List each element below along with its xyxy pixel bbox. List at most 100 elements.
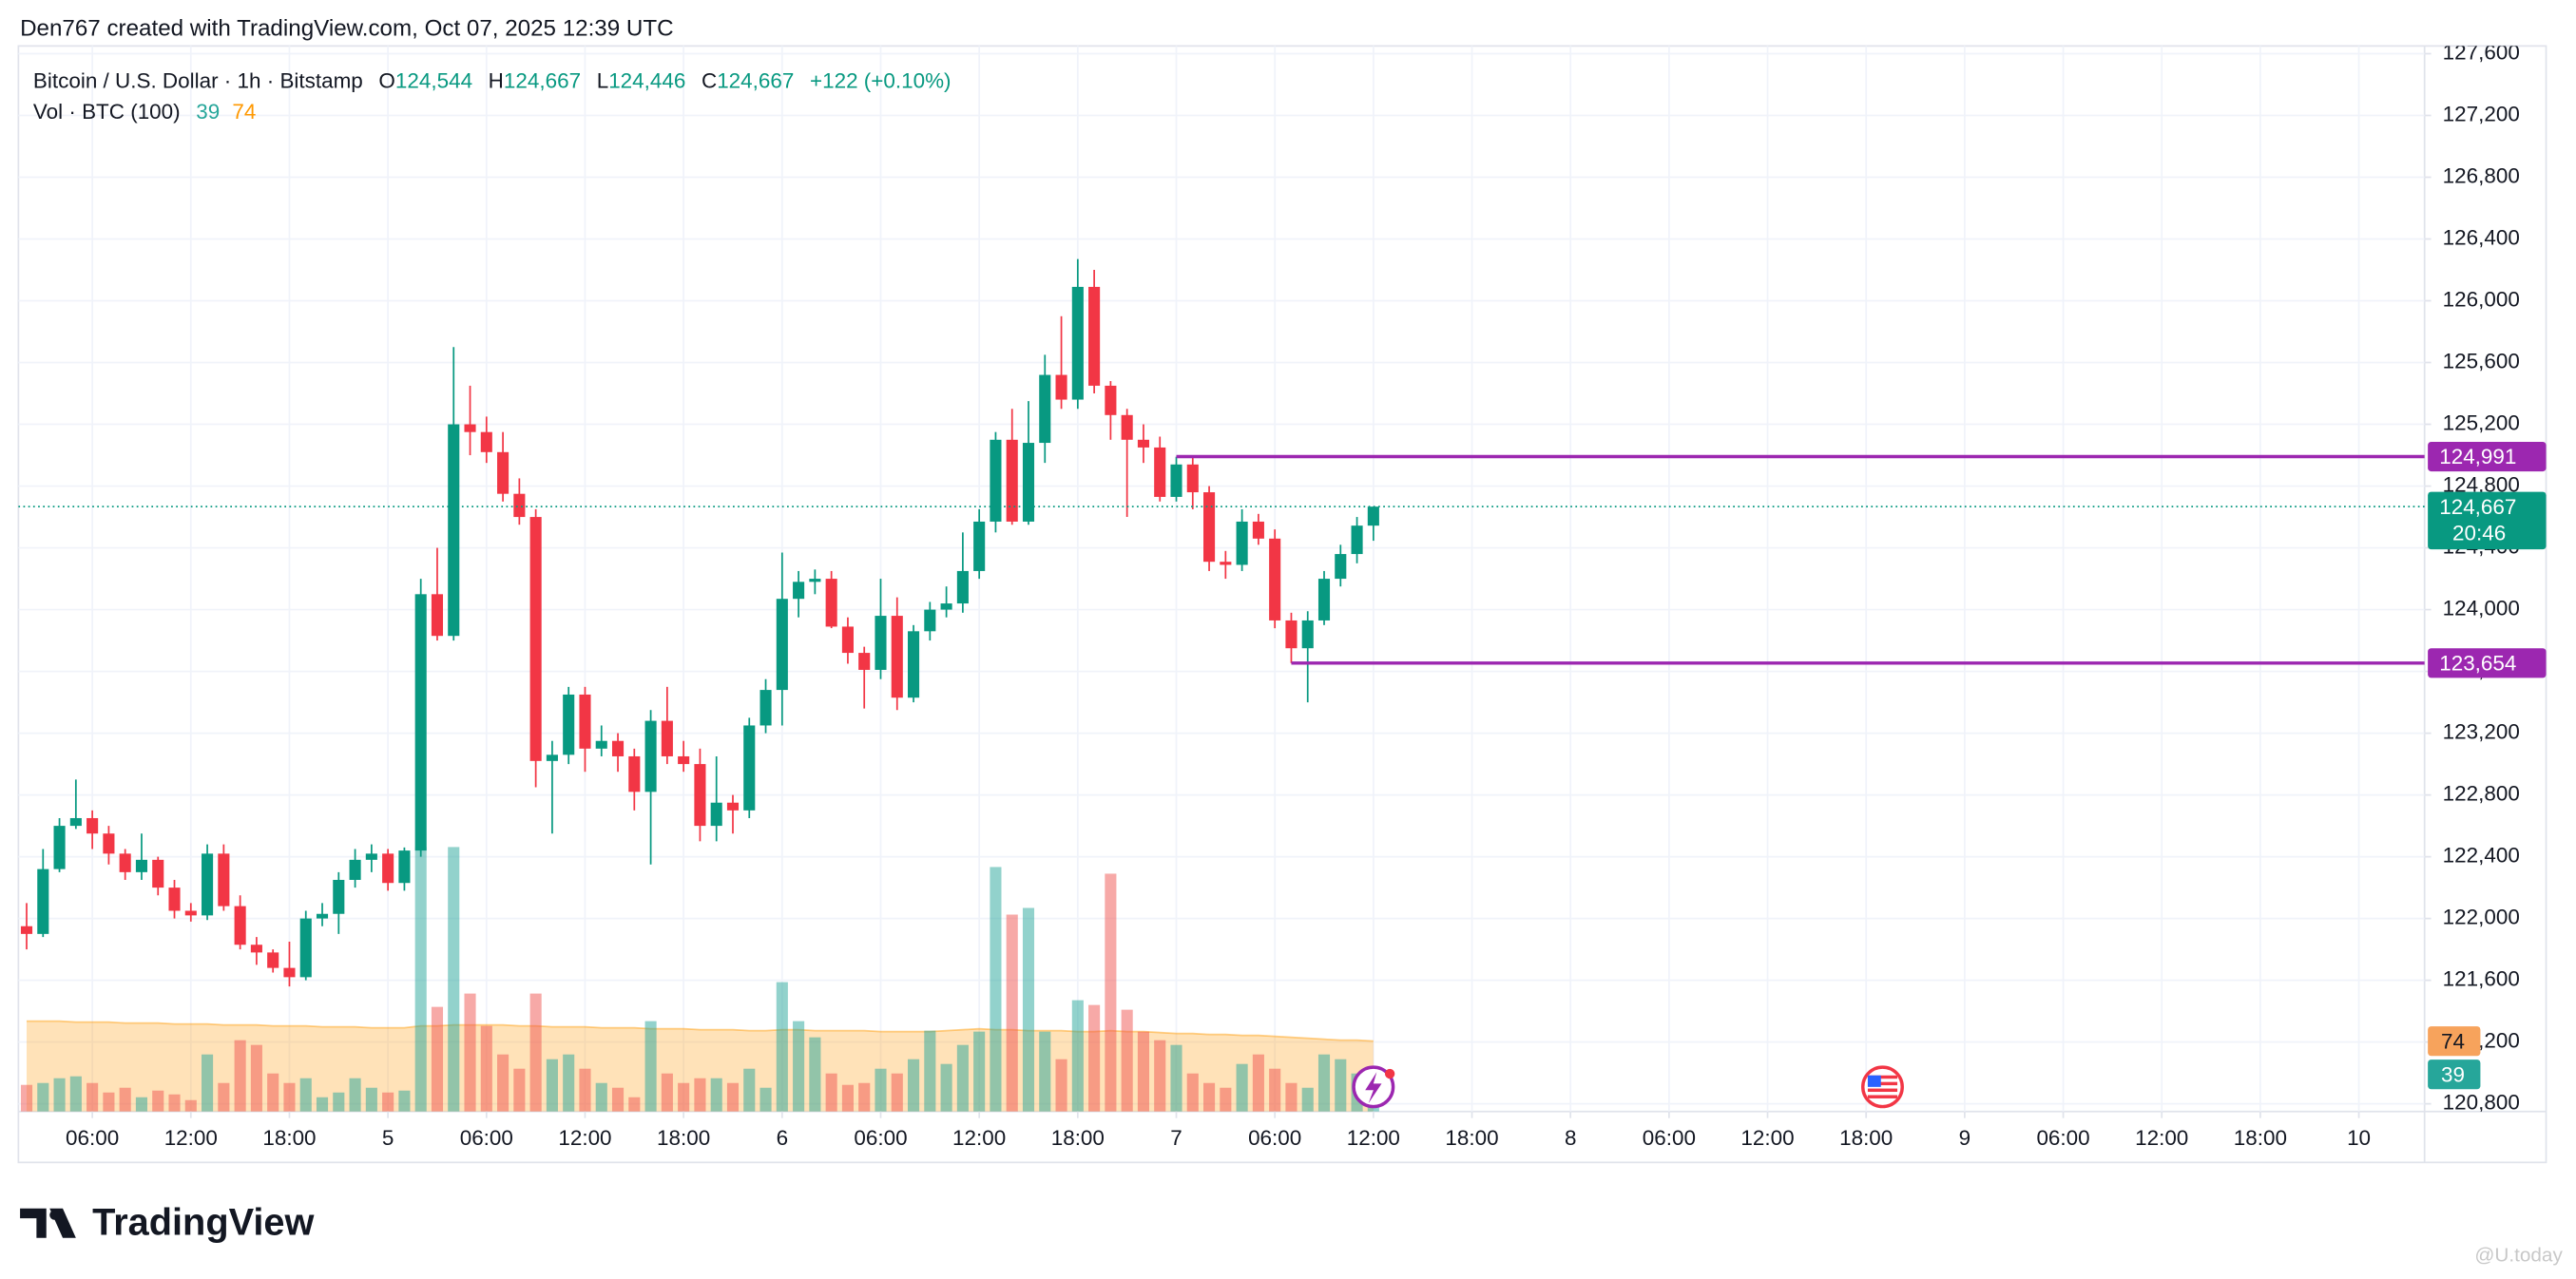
high-value: 124,667 — [504, 68, 581, 92]
volume-label: Vol · BTC (100) — [33, 100, 181, 124]
candle-body — [1285, 620, 1298, 649]
x-tick-label: 12:00 — [164, 1126, 218, 1150]
volume-bar — [414, 847, 427, 1112]
candle-body — [1071, 286, 1084, 400]
x-tick-label: 06:00 — [1643, 1126, 1696, 1150]
volume-bar — [1220, 1087, 1232, 1112]
volume-bar — [1203, 1082, 1216, 1112]
candle-body — [694, 764, 706, 827]
candle-body — [382, 853, 394, 884]
volume-bar — [776, 982, 788, 1112]
volume-bar — [908, 1059, 920, 1112]
candle-body — [202, 853, 214, 916]
candle-body — [414, 594, 427, 851]
y-tick-label: 122,000 — [2443, 906, 2520, 929]
x-tick-label: 12:00 — [1740, 1126, 1794, 1150]
volume-bar — [973, 1031, 986, 1112]
volume-tag — [2428, 1059, 2481, 1090]
x-tick-label: 18:00 — [1051, 1126, 1105, 1150]
candle-body — [908, 631, 920, 698]
candle-body — [1203, 492, 1216, 563]
volume-bar — [1301, 1087, 1314, 1112]
volume-layer — [20, 847, 1379, 1112]
candle-body — [37, 869, 49, 934]
volume-bar — [299, 1078, 312, 1112]
volume-bar — [103, 1092, 115, 1112]
volume-bar — [759, 1087, 772, 1112]
volume-bar — [1269, 1068, 1281, 1112]
volume-bar — [1039, 1031, 1051, 1112]
candle-body — [349, 859, 361, 880]
candle-body — [1137, 439, 1149, 448]
volume-bar — [218, 1082, 230, 1112]
x-tick-label: 6 — [777, 1126, 789, 1150]
price-line-label: 123,654 — [2439, 651, 2516, 675]
volume-bar — [202, 1054, 214, 1112]
price-line-label: 124,991 — [2439, 445, 2516, 468]
volume-bar — [1121, 1009, 1133, 1112]
x-tick-label: 7 — [1170, 1126, 1182, 1150]
candle-body — [1351, 525, 1363, 555]
volume-bar — [53, 1078, 66, 1112]
candle-body — [480, 431, 492, 452]
symbol: Bitcoin / U.S. Dollar · 1h · Bitstamp — [33, 68, 363, 92]
volume-bar — [924, 1030, 936, 1112]
volume-bar — [365, 1087, 377, 1112]
volume-bar — [168, 1094, 181, 1112]
footer-logo: TradingView — [20, 1201, 315, 1243]
y-tick-label: 124,000 — [2443, 597, 2520, 620]
volume-bar — [1137, 1031, 1149, 1112]
candle-body — [152, 859, 164, 888]
candle-body — [497, 451, 509, 494]
candle-body — [103, 833, 115, 854]
candle-body — [841, 626, 854, 654]
candle-body — [793, 582, 805, 600]
volume-bar — [940, 1063, 952, 1112]
candle-body — [546, 754, 558, 761]
candle-body — [809, 579, 821, 582]
time-axis: 06:00 12:00 18:00 5 06:00 12:00 18:00 6 06:00 12:… — [66, 1111, 2371, 1150]
candle-body — [1367, 506, 1379, 526]
candle-body — [726, 802, 740, 811]
volume-bar — [726, 1082, 740, 1112]
y-tick-label: 125,600 — [2443, 349, 2520, 372]
candle-body — [1121, 414, 1133, 440]
y-tick-label: 125,200 — [2443, 410, 2520, 434]
volume-bar — [793, 1021, 805, 1112]
volume-bar — [1154, 1040, 1166, 1112]
x-tick-label: 12:00 — [1347, 1126, 1400, 1150]
volume-bar — [431, 1006, 444, 1112]
x-tick-label: 10 — [2347, 1126, 2371, 1150]
volume-bar — [529, 993, 542, 1112]
low-value: 124,446 — [608, 68, 685, 92]
y-tick-label: 126,400 — [2443, 225, 2520, 249]
volume-bar — [234, 1040, 246, 1112]
candle-body — [333, 879, 345, 914]
volume-bar — [891, 1073, 903, 1112]
candle-body — [398, 850, 411, 884]
volume-bar — [1335, 1059, 1347, 1112]
event-icon[interactable] — [1352, 1065, 1395, 1109]
candle-body — [661, 720, 673, 756]
volume-bar — [1071, 1000, 1084, 1112]
volume-bar — [1088, 1004, 1101, 1112]
chart-frame — [17, 45, 2547, 1164]
candle-body — [1186, 464, 1199, 493]
candle-body — [563, 694, 575, 755]
volume-ma-tag-label: 74 — [2441, 1029, 2465, 1053]
candle-body — [529, 517, 542, 761]
y-tick-label: 126,800 — [2443, 163, 2520, 187]
x-tick-label: 12:00 — [558, 1126, 611, 1150]
y-tick-label: 127,200 — [2443, 102, 2520, 125]
volume-bar — [841, 1084, 854, 1112]
y-tick-label: 122,400 — [2443, 844, 2520, 868]
y-tick-label: 122,800 — [2443, 782, 2520, 806]
candle-body — [316, 913, 329, 919]
us-flag-icon[interactable] — [1861, 1065, 1904, 1109]
volume-bar — [694, 1078, 706, 1112]
high-letter: H — [489, 68, 504, 92]
candle-body — [973, 521, 986, 571]
volume-bar — [825, 1073, 837, 1112]
